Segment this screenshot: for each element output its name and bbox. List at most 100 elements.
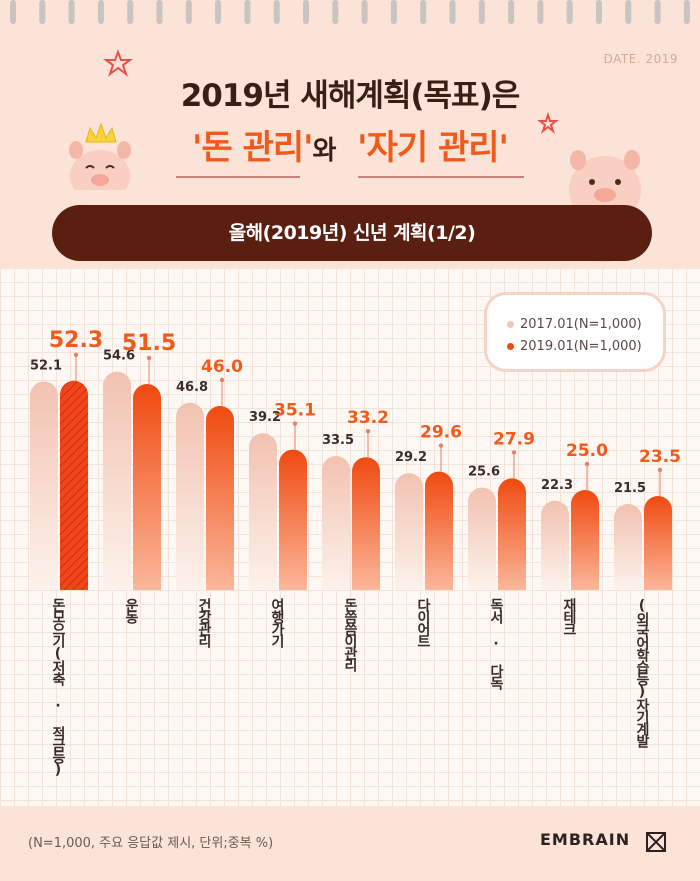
binding-ring	[508, 0, 515, 24]
binding-ring	[215, 0, 222, 24]
leader-dot	[657, 467, 663, 473]
binding-ring	[449, 0, 456, 24]
leader-dot	[73, 352, 79, 357]
pig-with-crown-icon	[69, 122, 132, 202]
binding-ring	[420, 0, 427, 24]
binding-ring	[625, 0, 632, 24]
leader-dot	[292, 421, 298, 426]
binding-ring	[683, 0, 690, 24]
category-label: (외국어학습등)자기계발	[634, 598, 650, 746]
binding-ring	[303, 0, 309, 24]
value-label-2019: 23.5	[639, 447, 681, 467]
binding-ring	[390, 0, 397, 24]
binding-ring	[537, 0, 544, 24]
category-label: 다이어트	[415, 598, 431, 646]
star-icon	[102, 49, 134, 77]
highlight-self: '자기 관리'	[357, 128, 509, 168]
star-icon	[537, 111, 559, 134]
value-label-2017: 22.3	[541, 478, 573, 493]
brand-mark-icon	[646, 832, 666, 852]
value-label-2017: 33.5	[322, 433, 354, 448]
value-label-2017: 52.1	[30, 359, 62, 374]
bar-2017	[176, 402, 204, 590]
legend: 2017.01(N=1,000) 2019.01(N=1,000)	[484, 292, 666, 372]
legend-label: 2017.01(N=1,000)	[520, 317, 642, 332]
value-label-2019: 33.2	[347, 408, 389, 428]
bar-2019	[425, 471, 453, 590]
value-label-2017: 39.2	[249, 410, 281, 425]
bar-2017	[103, 371, 131, 590]
binding-ring	[654, 0, 661, 24]
brand-logo: EMBRAIN	[540, 830, 631, 849]
value-label-2017: 21.5	[614, 481, 646, 496]
value-label-2017: 29.2	[395, 450, 427, 465]
category-label: 운동	[123, 598, 139, 622]
binding-ring	[97, 0, 104, 24]
spiral-binding	[10, 0, 690, 24]
binding-ring	[185, 0, 192, 24]
page-title: 2019년 새해계획(목표)은	[180, 78, 521, 114]
legend-label: 2019.01(N=1,000)	[520, 339, 642, 354]
leader-dot	[146, 355, 152, 361]
page-subtitle: '돈 관리'와 '자기 관리'	[0, 120, 700, 169]
value-label-2019: 27.9	[493, 429, 535, 449]
binding-ring	[478, 0, 485, 24]
legend-swatch	[507, 321, 514, 328]
value-label-2017: 54.6	[103, 349, 135, 364]
title-underline	[358, 176, 524, 178]
date-label: DATE. 2019	[603, 52, 678, 66]
category-label: 건강관리	[196, 598, 212, 646]
bar-2019	[133, 384, 161, 590]
legend-item-2017: 2017.01(N=1,000)	[507, 317, 642, 332]
leader-dot	[438, 443, 444, 448]
category-label: 재테크	[561, 598, 577, 634]
footnote: (N=1,000, 주요 응답값 제시, 단위;중복 %)	[28, 836, 274, 851]
legend-swatch	[507, 343, 514, 350]
binding-ring	[10, 0, 16, 24]
title-connector: 와	[312, 136, 337, 166]
bar-2019	[279, 449, 307, 590]
value-label-2019: 51.5	[122, 331, 176, 356]
value-label-2019: 52.3	[49, 328, 103, 353]
bar-2017	[322, 456, 350, 590]
binding-ring	[332, 0, 339, 24]
bar-2017	[468, 487, 496, 590]
leader-dot	[365, 429, 371, 434]
leader-dot	[219, 377, 225, 383]
bar-2019	[352, 457, 380, 590]
value-label-2019: 25.0	[566, 441, 608, 461]
footer	[0, 806, 700, 881]
bar-2017	[541, 500, 569, 590]
binding-ring	[244, 0, 251, 24]
leader-dot	[584, 461, 590, 467]
binding-ring	[39, 0, 46, 24]
legend-item-2019: 2019.01(N=1,000)	[507, 339, 642, 354]
value-label-2019: 29.6	[420, 423, 462, 443]
binding-ring	[156, 0, 163, 24]
binding-ring	[273, 0, 280, 24]
category-label: 돈씀씀이관리	[342, 598, 358, 670]
value-label-2017: 46.8	[176, 380, 208, 395]
bar-2019	[206, 406, 234, 590]
bar-2019	[60, 380, 88, 590]
bar-2017	[614, 504, 642, 590]
value-label-2019: 46.0	[201, 357, 243, 377]
binding-ring	[596, 0, 602, 24]
bar-2017	[395, 473, 423, 590]
binding-ring	[68, 0, 75, 24]
value-label-2017: 25.6	[468, 465, 500, 480]
binding-ring	[566, 0, 573, 24]
category-label: 여행가기	[269, 598, 285, 646]
category-label: 돈모으기(저축 · 적금등)	[50, 598, 66, 776]
leader-dot	[511, 450, 517, 455]
bar-2017	[249, 433, 277, 590]
value-label-2019: 35.1	[274, 401, 316, 421]
bar-2019	[571, 490, 599, 590]
bar-2019	[644, 496, 672, 590]
binding-ring	[361, 0, 368, 24]
chart-title-banner: 올해(2019년) 신년 계획(1/2)	[52, 205, 652, 261]
category-label: 독서 · 다독	[488, 598, 504, 688]
title-underline	[176, 176, 300, 178]
bar-2019	[498, 478, 526, 590]
